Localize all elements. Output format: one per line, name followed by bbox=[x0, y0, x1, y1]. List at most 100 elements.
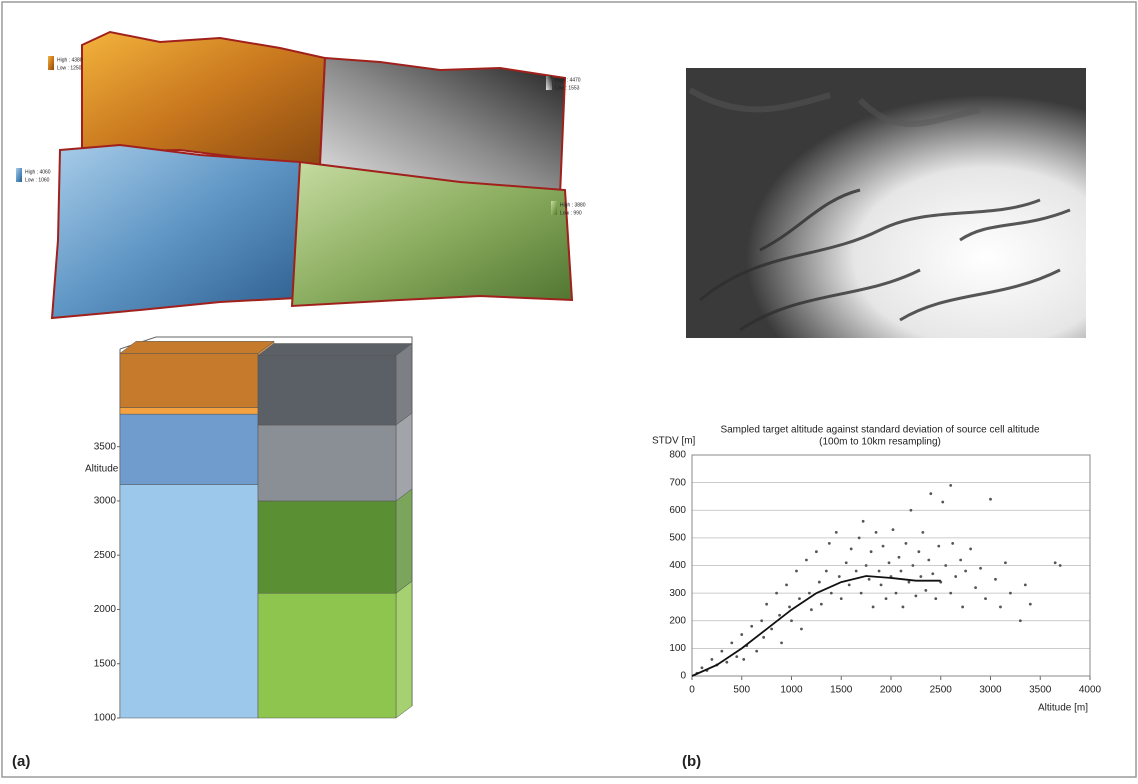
y-tick-label: 600 bbox=[669, 505, 686, 516]
terrain-render: High : 4380 Low : 1250 High : 4470 Low :… bbox=[16, 30, 586, 320]
point bbox=[949, 591, 953, 595]
x-tick-label: 0 bbox=[689, 685, 695, 696]
y-tick-label: 200 bbox=[669, 615, 686, 626]
x-tick-label: 2000 bbox=[880, 685, 903, 696]
point bbox=[839, 597, 843, 601]
point bbox=[901, 605, 905, 609]
point bbox=[857, 536, 861, 540]
point bbox=[817, 580, 821, 584]
point bbox=[824, 569, 828, 573]
y-tick-label: 400 bbox=[669, 560, 686, 571]
point bbox=[760, 619, 764, 623]
point bbox=[819, 602, 823, 606]
bar-segment-side bbox=[395, 488, 413, 594]
point bbox=[877, 569, 881, 573]
point bbox=[829, 591, 833, 595]
legend-high: High : 3880 bbox=[560, 202, 586, 208]
point bbox=[864, 564, 868, 567]
x-tick-label: 3500 bbox=[1029, 685, 1052, 696]
bar-segment-side bbox=[395, 412, 413, 502]
point bbox=[944, 564, 948, 567]
point bbox=[891, 528, 895, 531]
point bbox=[788, 605, 791, 609]
point bbox=[849, 547, 853, 551]
y-tick-label: 800 bbox=[669, 450, 686, 461]
bar-segment bbox=[119, 484, 259, 719]
y-axis-label: Altitude [m] bbox=[85, 464, 135, 475]
point bbox=[917, 550, 921, 554]
bar-segment bbox=[257, 592, 397, 719]
point bbox=[805, 558, 808, 562]
bar-segment bbox=[257, 500, 397, 594]
point bbox=[979, 566, 982, 570]
point bbox=[914, 594, 918, 598]
y-tick-label: 300 bbox=[669, 588, 686, 599]
point bbox=[775, 591, 778, 595]
point bbox=[765, 602, 769, 606]
point bbox=[810, 608, 813, 612]
bar-segment bbox=[119, 353, 259, 408]
point bbox=[869, 550, 873, 554]
y-tick-label: 0 bbox=[680, 671, 686, 682]
y-tick-label: 1000 bbox=[94, 713, 117, 724]
point bbox=[904, 542, 908, 545]
point bbox=[937, 544, 941, 548]
legend-high: High : 4060 bbox=[25, 169, 51, 175]
point bbox=[770, 627, 773, 631]
point bbox=[984, 597, 987, 601]
point bbox=[837, 575, 841, 578]
elevation-map bbox=[686, 68, 1086, 338]
point bbox=[1018, 619, 1022, 623]
bar-segment bbox=[119, 413, 259, 485]
point bbox=[1053, 561, 1057, 565]
x-axis-label: Altitude [m] bbox=[1038, 703, 1088, 714]
bar-top bbox=[119, 341, 275, 354]
point bbox=[881, 544, 885, 548]
point bbox=[790, 619, 793, 623]
bar-segment bbox=[119, 407, 259, 415]
bar-segment-side bbox=[395, 343, 413, 426]
point bbox=[961, 605, 965, 609]
bar-top bbox=[257, 343, 413, 356]
point bbox=[800, 627, 803, 631]
y-axis-label: STDV [m] bbox=[652, 436, 696, 447]
y-tick-label: 3500 bbox=[94, 441, 117, 452]
legend-low: Low : 1060 bbox=[25, 177, 50, 183]
point bbox=[969, 547, 972, 551]
bar-segment bbox=[257, 424, 397, 502]
legend-high: High : 4470 bbox=[555, 77, 581, 83]
x-tick-label: 1500 bbox=[830, 685, 853, 696]
point bbox=[742, 658, 746, 661]
point bbox=[931, 572, 935, 576]
point bbox=[798, 597, 801, 601]
point bbox=[808, 591, 811, 595]
point bbox=[854, 569, 858, 573]
point bbox=[730, 641, 734, 645]
point bbox=[907, 580, 911, 584]
point bbox=[924, 588, 928, 592]
point bbox=[989, 497, 992, 501]
x-tick-label: 500 bbox=[733, 685, 750, 696]
y-tick-label: 500 bbox=[669, 533, 686, 544]
x-tick-label: 1000 bbox=[780, 685, 803, 696]
x-tick-label: 3000 bbox=[979, 685, 1002, 696]
plot-frame bbox=[691, 454, 1091, 677]
point bbox=[941, 500, 945, 504]
bar-segment-side bbox=[395, 580, 413, 719]
point bbox=[897, 555, 901, 559]
point bbox=[927, 558, 931, 562]
legend-low: Low : 1553 bbox=[555, 85, 580, 91]
point bbox=[909, 508, 913, 512]
y-tick-label: 1500 bbox=[94, 658, 117, 669]
point bbox=[814, 550, 818, 554]
x-tick-label: 4000 bbox=[1079, 685, 1102, 696]
point bbox=[919, 575, 923, 578]
point bbox=[964, 569, 968, 573]
legend-high: High : 4380 bbox=[57, 57, 83, 63]
chart-title: Sampled target altitude against standard… bbox=[720, 425, 1040, 436]
panel-label: (a) bbox=[12, 753, 30, 770]
point bbox=[974, 586, 977, 589]
point bbox=[710, 658, 714, 661]
